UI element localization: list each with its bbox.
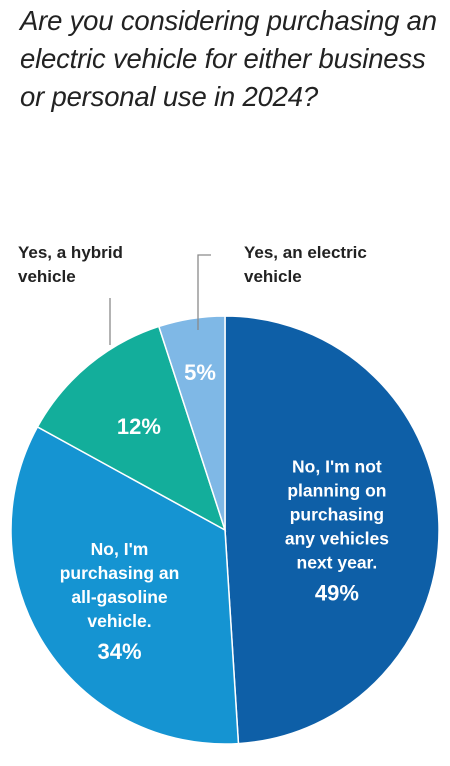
not-planning-label-line: any vehicles	[285, 529, 389, 549]
hybrid-label-line-2: vehicle	[18, 267, 76, 286]
electric-label: Yes, an electric vehicle	[244, 241, 367, 289]
electric-label-line-1: Yes, an electric	[244, 243, 367, 262]
title-line-3: or personal use in 2024?	[20, 81, 318, 112]
not-planning-label: No, I'm not planning on purchasing any vehi…	[285, 457, 389, 606]
not-planning-label-line: next year.	[297, 553, 378, 573]
slice-electric	[157, 315, 226, 531]
not-planning-label-line: purchasing	[290, 505, 384, 525]
electric-leader-line	[197, 254, 211, 330]
not-planning-label-value: 49%	[315, 581, 359, 606]
hybrid-value: 12%	[117, 414, 161, 439]
hybrid-label-line-1: Yes, a hybrid	[18, 243, 123, 262]
gasoline-label: No, I'm purchasing an all-gasoline vehicle.…	[60, 539, 180, 664]
gasoline-label-line: No, I'm	[91, 539, 149, 559]
title-line-1: Are you considering purchasing an	[20, 5, 437, 36]
not-planning-label-line: planning on	[287, 481, 386, 501]
title-line-2: electric vehicle for either business	[20, 43, 426, 74]
slice-hybrid	[36, 325, 227, 532]
gasoline-label-line: all-gasoline	[71, 587, 168, 607]
gasoline-label-value: 34%	[97, 639, 141, 664]
slice-not-planning	[224, 315, 440, 745]
electric-label-line-2: vehicle	[244, 267, 302, 286]
not-planning-label-line: No, I'm not	[292, 457, 382, 477]
gasoline-label-line: purchasing an	[60, 563, 180, 583]
chart-title: Are you considering purchasing an electr…	[20, 2, 440, 116]
electric-value: 5%	[184, 360, 216, 385]
hybrid-label: Yes, a hybrid vehicle	[18, 241, 123, 289]
gasoline-label-line: vehicle.	[87, 611, 151, 631]
